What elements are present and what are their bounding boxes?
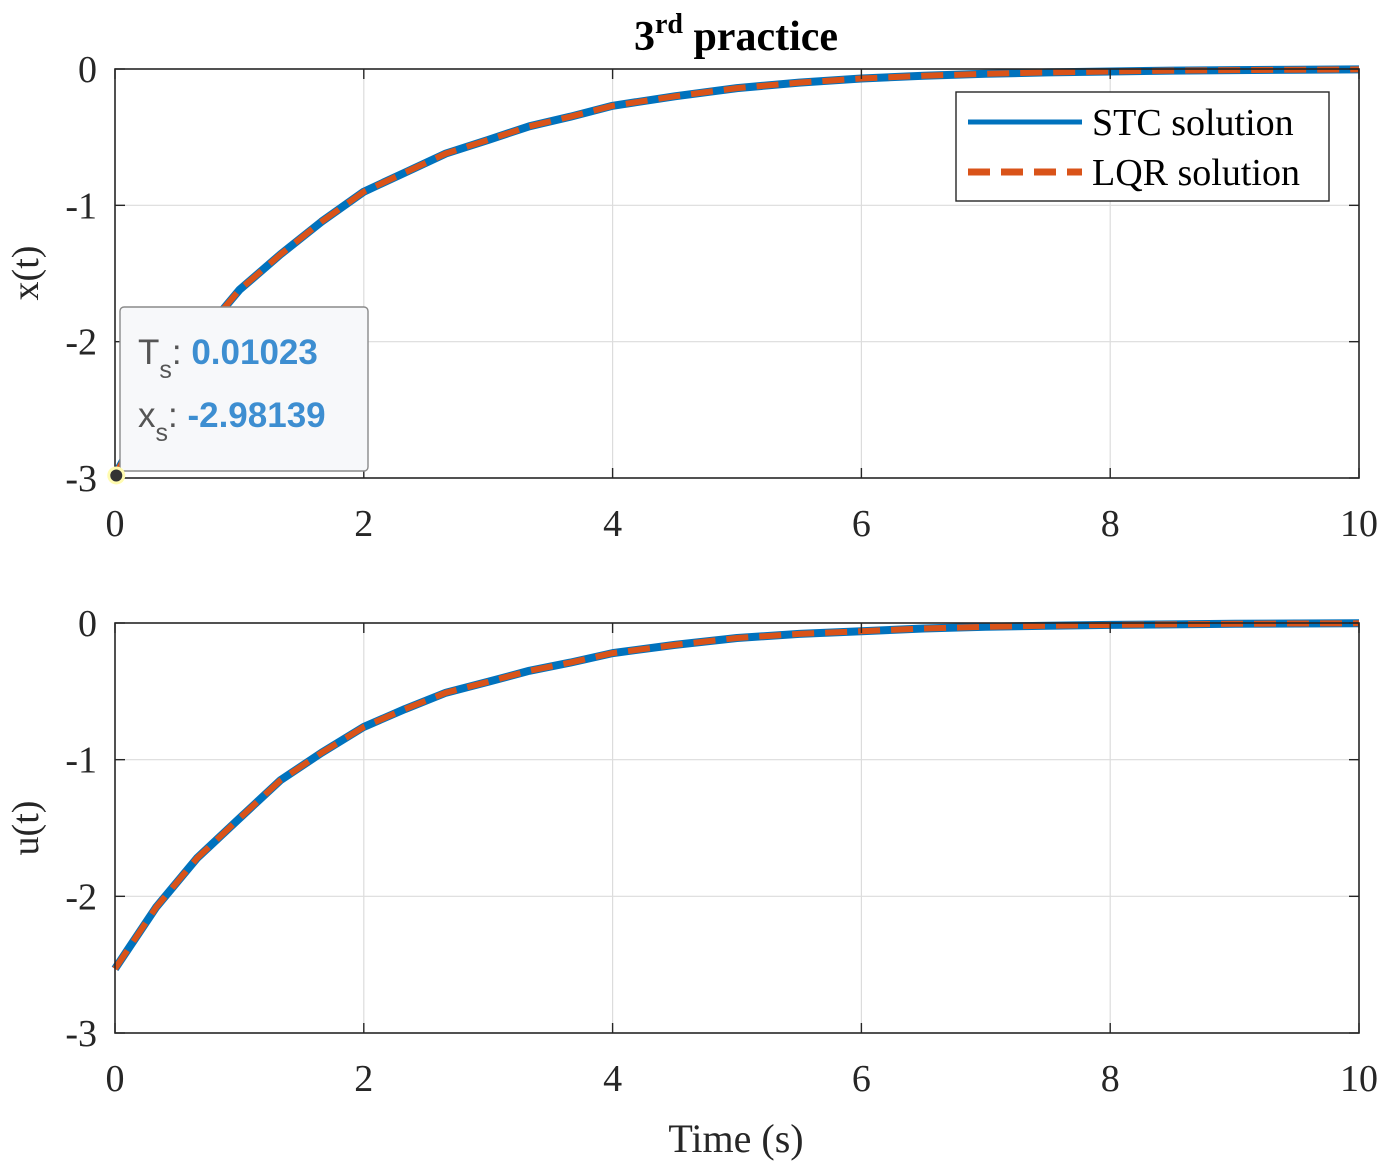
- data-tip-y-value: -2.98139: [187, 396, 325, 435]
- bottom-ytick-label: -3: [65, 1013, 97, 1055]
- data-tip-x-sub: s: [159, 356, 172, 384]
- data-tip-box: [119, 306, 369, 472]
- bottom-xtick-label: 2: [354, 1058, 373, 1100]
- bottom-ylabel: u(t): [5, 801, 47, 856]
- data-tip-marker-group: [107, 466, 126, 485]
- bottom-axes: 0 2 4 6 8 10 0 -1 -2 -3 u(t) Time (s): [5, 603, 1378, 1161]
- top-axes: 0 2 4 6 8 10 0 -1 -2 -3 x(t) STC solution LQR sol…: [5, 49, 1378, 545]
- data-tip-y-label: x: [138, 396, 156, 435]
- top-axes-box: [114, 68, 1360, 479]
- bottom-xtick-label: 0: [106, 1058, 125, 1100]
- data-tip-y-row: xs: -2.98139: [138, 396, 326, 447]
- bottom-ytick-label: -2: [65, 876, 97, 918]
- top-ytick-label: -2: [65, 322, 97, 364]
- title-rest: practice: [683, 14, 838, 60]
- legend-stc-label: STC solution: [1092, 102, 1294, 144]
- top-ytick-label: -3: [65, 458, 97, 500]
- top-xtick-label: 4: [603, 503, 622, 545]
- legend-box: [955, 91, 1330, 202]
- bottom-xlabel: Time (s): [668, 1116, 803, 1161]
- data-tip[interactable]: Ts: 0.01023 xs: -2.98139: [119, 306, 369, 472]
- bottom-axes-box: [114, 622, 1360, 1034]
- bottom-xtick-label: 4: [603, 1058, 622, 1100]
- data-tip-x-label: T: [138, 333, 159, 372]
- chart-title: 3rd practice: [634, 9, 838, 60]
- top-ytick-label: 0: [78, 49, 97, 91]
- title-base: 3: [634, 14, 655, 60]
- top-xtick-label: 2: [354, 503, 373, 545]
- top-xtick-label: 8: [1101, 503, 1120, 545]
- data-tip-marker[interactable]: [110, 469, 123, 482]
- bottom-grid: [115, 623, 1359, 1033]
- data-tip-y-sub: s: [156, 419, 169, 447]
- bottom-xtick-label: 10: [1340, 1058, 1378, 1100]
- top-xtick-label: 6: [852, 503, 871, 545]
- bottom-ytick-label: 0: [78, 603, 97, 645]
- legend: STC solution LQR solution: [955, 91, 1330, 202]
- data-tip-x-value: 0.01023: [191, 333, 318, 372]
- bottom-xtick-label: 8: [1101, 1058, 1120, 1100]
- bottom-ytick-label: -1: [65, 740, 97, 782]
- top-series-lqr-line: [112, 66, 1360, 477]
- bottom-xtick-label: 6: [852, 1058, 871, 1100]
- top-xtick-label: 10: [1340, 503, 1378, 545]
- bottom-ticks: 0 2 4 6 8 10 0 -1 -2 -3: [65, 603, 1378, 1100]
- legend-lqr-label: LQR solution: [1092, 152, 1300, 194]
- data-tip-x-row: Ts: 0.01023: [138, 333, 318, 384]
- top-xtick-label: 0: [106, 503, 125, 545]
- title-superscript: rd: [655, 9, 683, 40]
- top-ytick-label: -1: [65, 185, 97, 227]
- bottom-plot-area: [115, 623, 1359, 1033]
- top-ylabel: x(t): [5, 246, 47, 301]
